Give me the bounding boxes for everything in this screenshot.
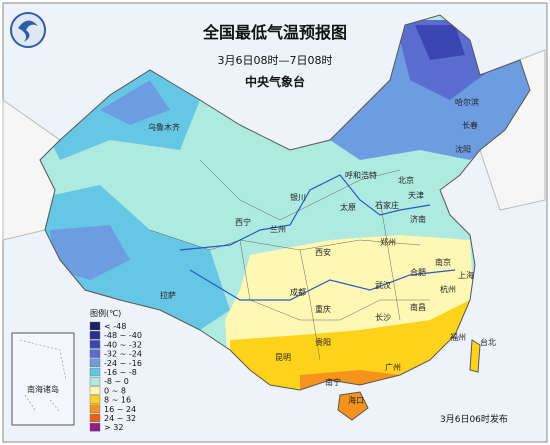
period: 3月6日08时—7日08时: [218, 54, 333, 67]
city: 南京: [435, 257, 451, 267]
city: 哈尔滨: [455, 97, 479, 107]
zone: [100, 80, 170, 125]
city: 石家庄: [375, 200, 399, 210]
city: 福州: [450, 333, 466, 342]
city: 武汉: [375, 280, 391, 290]
city: 成都: [290, 287, 306, 297]
legend-label: > 32: [104, 423, 123, 432]
city: 杭州: [440, 284, 456, 294]
legend-label: < -48: [104, 322, 126, 331]
inset-lines: [19, 339, 67, 413]
zone: [395, 20, 490, 100]
legend-label: -8 ~ 0: [104, 377, 129, 386]
legend-label: 0 ~ 8: [104, 386, 126, 395]
city-labels: 乌鲁木齐 哈尔滨 长春 沈阳 呼和浩特 北京 天津 石家庄 太原 济南 银川 兰…: [148, 97, 496, 405]
legend-label: 16 ~ 24: [104, 405, 136, 414]
legend-label: -16 ~ -8: [104, 368, 137, 377]
country-border: [39, 14, 531, 391]
logo: [10, 12, 46, 48]
city: 重庆: [315, 304, 331, 314]
city: 台北: [480, 337, 496, 347]
title: 全国最低气温预报图: [202, 23, 347, 42]
legend: 图例(℃) < -48-48 ~ -40-40 ~ -32-32 ~ -24-2…: [89, 308, 142, 432]
city: 合肥: [410, 267, 426, 277]
rivers: [179, 174, 456, 301]
hainan: [337, 391, 369, 421]
zone: [50, 225, 130, 280]
city: 太原: [340, 202, 356, 212]
legend-swatch: [89, 331, 101, 340]
city: 南昌: [410, 302, 426, 312]
legend-swatch: [89, 404, 101, 413]
taiwan: [469, 339, 481, 373]
legend-swatch: [89, 340, 101, 349]
legend-label: -24 ~ -16: [104, 359, 142, 368]
province-lines: [149, 159, 430, 361]
legend-label: -40 ~ -32: [104, 340, 142, 349]
city: 兰州: [270, 224, 286, 234]
legend-title: 图例(℃): [90, 308, 121, 318]
issuer: 中央气象台: [245, 74, 305, 89]
legend-label: -48 ~ -40: [104, 331, 142, 340]
legend-swatch: [89, 358, 101, 367]
city: 西安: [315, 247, 331, 257]
city: 呼和浩特: [345, 170, 377, 180]
inset-frame: [11, 332, 75, 426]
city: 西宁: [235, 217, 251, 227]
city: 郑州: [380, 237, 396, 247]
city: 拉萨: [160, 290, 176, 300]
legend-label: -32 ~ -24: [104, 350, 142, 359]
inset-label: 南海诸岛: [27, 384, 59, 394]
legend-swatch: [89, 349, 101, 358]
city: 长沙: [375, 312, 391, 322]
city: 长春: [462, 120, 478, 130]
city: 北京: [398, 175, 414, 185]
city: 贵阳: [315, 337, 331, 347]
legend-label: 8 ~ 16: [104, 396, 131, 405]
published: 3月6日06时发布: [440, 413, 508, 425]
zone: [415, 25, 465, 60]
city: 乌鲁木齐: [148, 122, 180, 132]
legend-swatch: [89, 395, 101, 404]
city: 南宁: [325, 377, 341, 387]
city: 上海: [458, 270, 474, 280]
city: 昆明: [275, 353, 291, 362]
city: 济南: [410, 214, 426, 224]
legend-swatch: [89, 377, 101, 386]
legend-swatch: [89, 423, 101, 432]
city: 天津: [408, 190, 424, 200]
city: 银川: [290, 192, 306, 202]
legend-label: 24 ~ 32: [104, 414, 136, 423]
legend-swatch: [89, 367, 101, 377]
legend-swatch: [89, 413, 101, 423]
city: 广州: [385, 362, 401, 372]
city: 沈阳: [455, 144, 471, 154]
city: 海口: [348, 395, 364, 405]
legend-swatch: [89, 386, 101, 395]
legend-swatch: [89, 321, 101, 331]
